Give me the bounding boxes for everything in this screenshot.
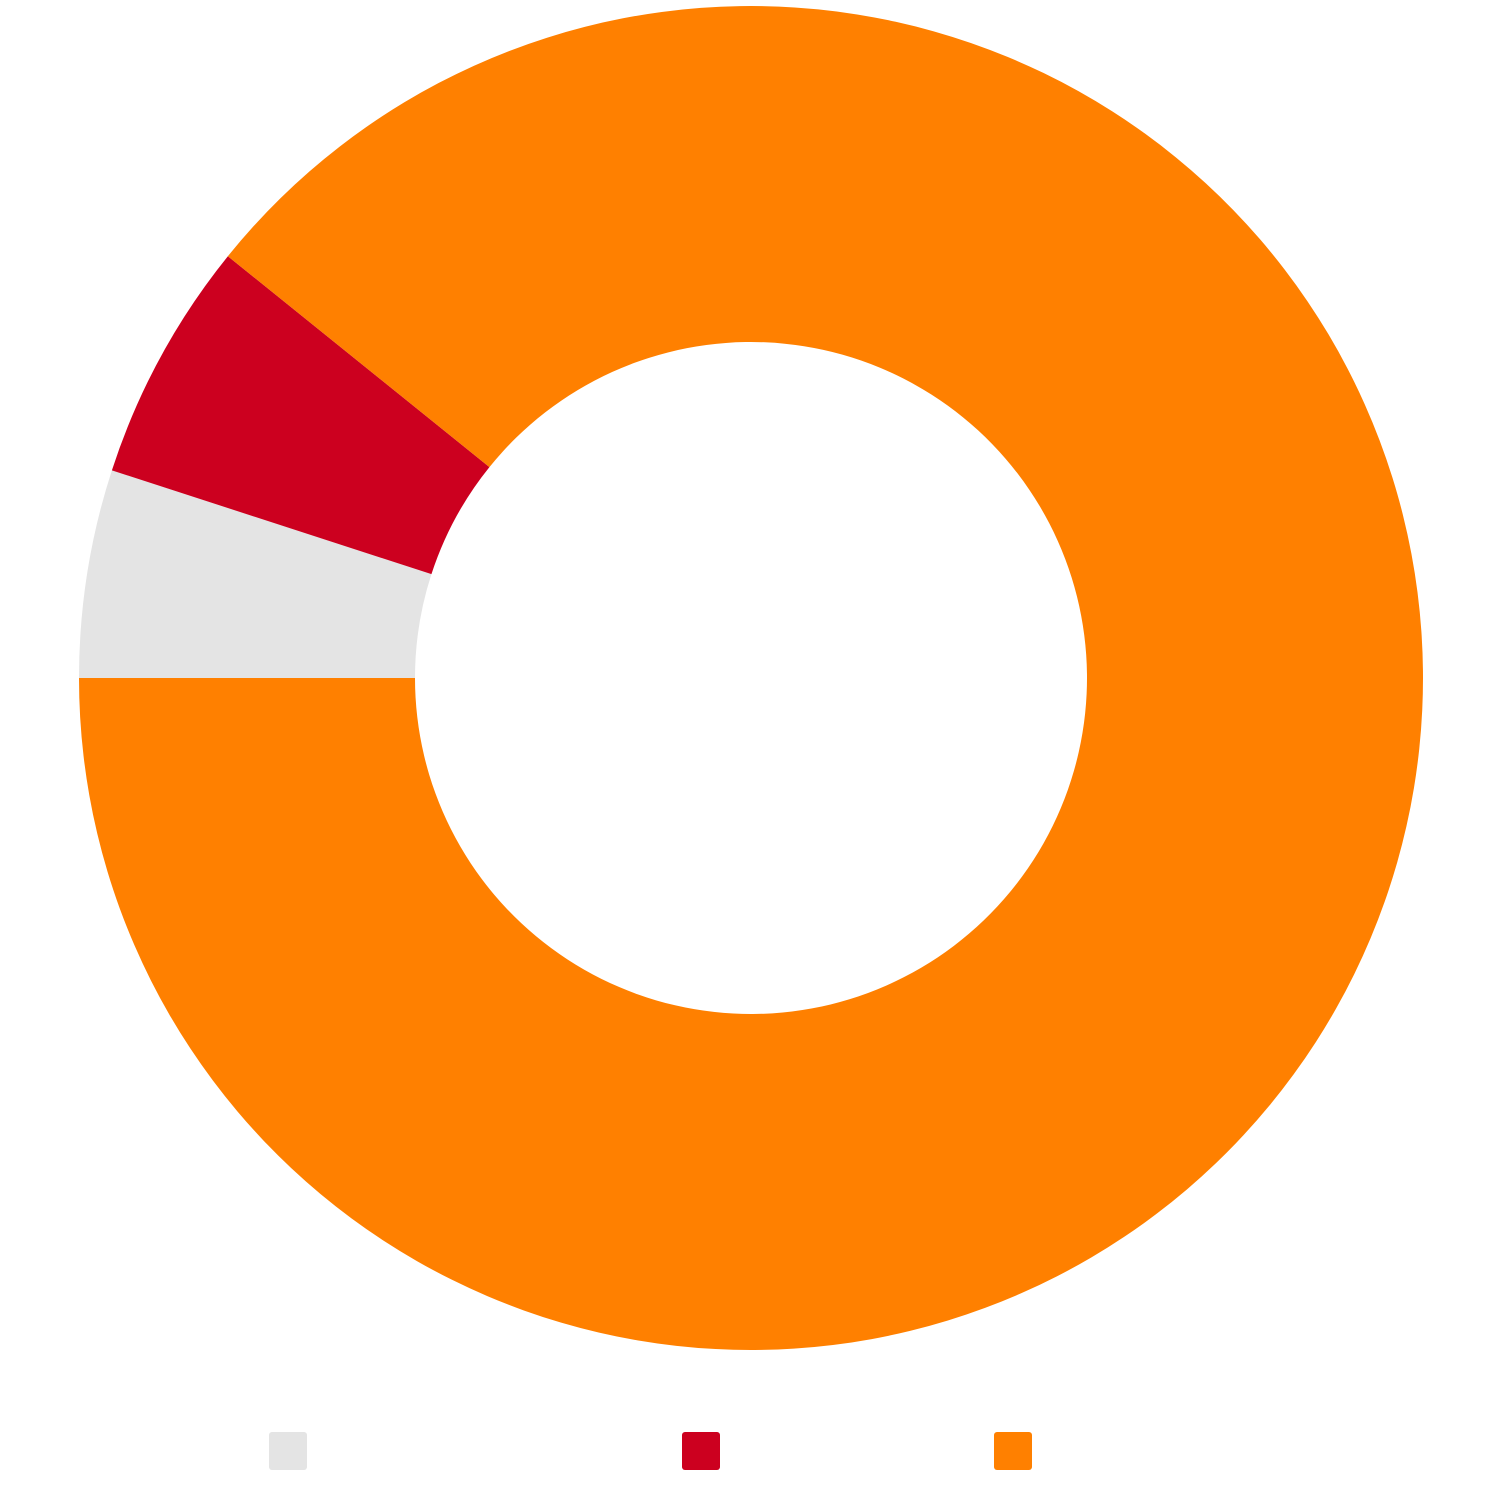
legend-swatch-2 bbox=[682, 1432, 720, 1470]
legend-swatch-1 bbox=[269, 1432, 307, 1470]
legend bbox=[0, 1430, 1500, 1470]
donut-slice-3[interactable] bbox=[79, 6, 1423, 1351]
donut-slice-2[interactable] bbox=[111, 256, 490, 575]
legend-swatch-3 bbox=[994, 1432, 1032, 1470]
donut-slice-1[interactable] bbox=[79, 470, 432, 678]
